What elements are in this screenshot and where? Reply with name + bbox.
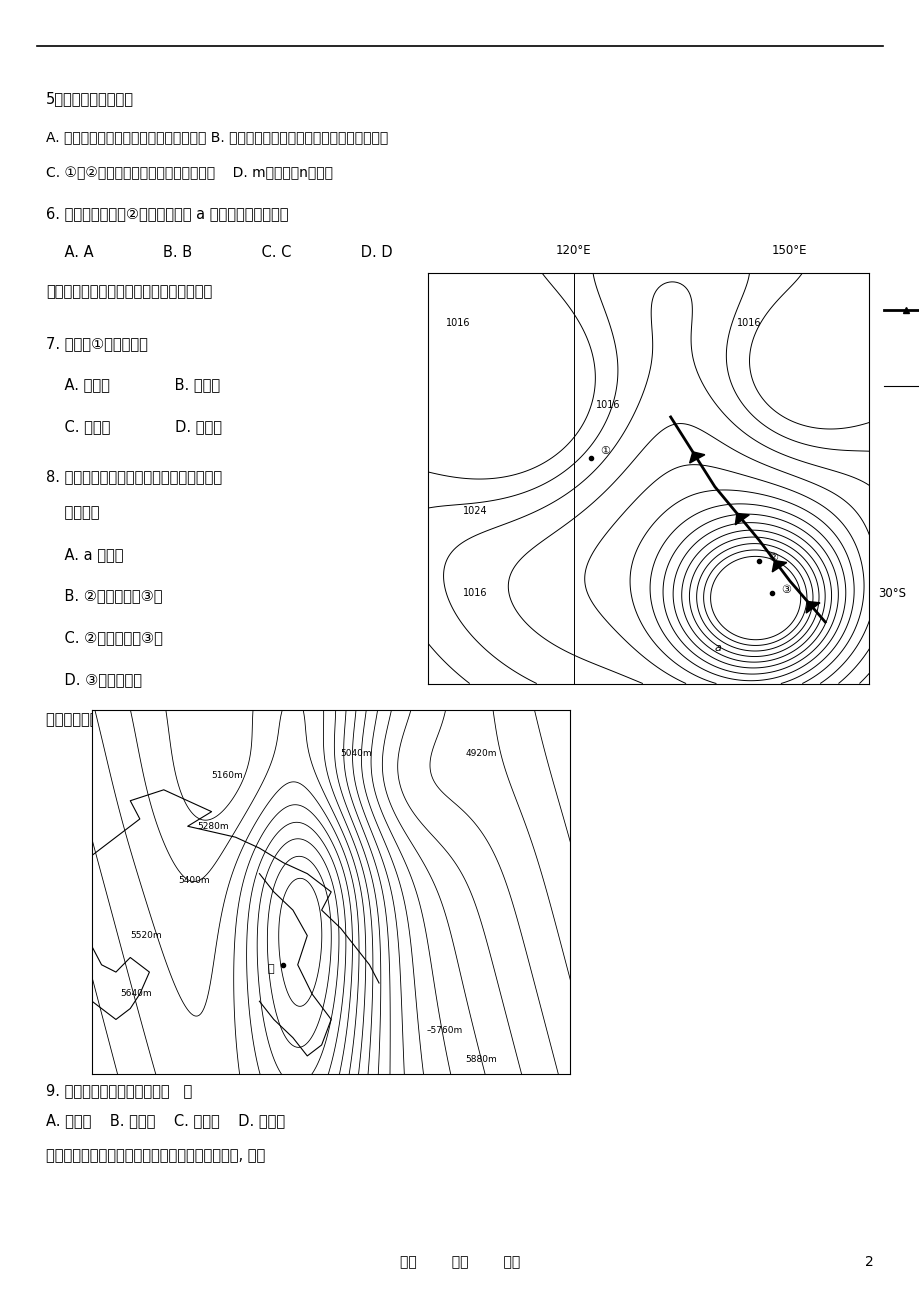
Text: 5．下列说法正确的是: 5．下列说法正确的是	[46, 91, 134, 107]
Text: 正确的是: 正确的是	[46, 505, 99, 521]
Text: 5280m: 5280m	[197, 822, 229, 831]
Text: A. A               B. B               C. C               D. D: A. A B. B C. C D. D	[46, 245, 392, 260]
Text: 5400m: 5400m	[178, 876, 210, 885]
Text: a: a	[714, 643, 720, 652]
Text: C. ②地气温低于③地: C. ②地气温低于③地	[46, 630, 163, 646]
Text: 120°E: 120°E	[555, 243, 591, 256]
Text: 5160m: 5160m	[211, 771, 244, 780]
Text: C. ①和②锋面分别向东南和西北方向移动    D. m地晴朗，n地多雨: C. ①和②锋面分别向东南和西北方向移动 D. m地晴朗，n地多雨	[46, 167, 333, 181]
Text: 5040m: 5040m	[340, 749, 372, 758]
Polygon shape	[734, 513, 748, 525]
Text: 5880m: 5880m	[465, 1055, 496, 1064]
Text: 4920m: 4920m	[465, 749, 496, 758]
Text: 图甲和图乙表示某地区不同季节的风向变化。读图, 回答: 图甲和图乙表示某地区不同季节的风向变化。读图, 回答	[46, 1148, 265, 1164]
Text: 1024: 1024	[462, 506, 487, 517]
Text: 6. 右图中正确反映②锋面过境期间 a 地温度变化过程的是: 6. 右图中正确反映②锋面过境期间 a 地温度变化过程的是	[46, 206, 289, 221]
Text: 5640m: 5640m	[120, 990, 153, 999]
Text: C. 东北风              D. 西北风: C. 东北风 D. 西北风	[46, 419, 221, 435]
Polygon shape	[689, 452, 704, 464]
Text: 1016: 1016	[595, 400, 619, 410]
Text: 5520m: 5520m	[130, 931, 162, 940]
Text: 如图是某地区 2011 年 1 月 8 日某时 500 hPa 等压面分布图。读图, 回答第 9 题：: 如图是某地区 2011 年 1 月 8 日某时 500 hPa 等压面分布图。读…	[46, 711, 444, 727]
Text: A. a 为冷锋: A. a 为冷锋	[46, 547, 123, 562]
Text: –5760m: –5760m	[426, 1026, 462, 1035]
Text: 30°S: 30°S	[878, 587, 905, 600]
Text: 图为某地区海平面等压线分布图，读图回答: 图为某地区海平面等压线分布图，读图回答	[46, 284, 212, 299]
Text: 1016: 1016	[736, 318, 761, 328]
Text: 2: 2	[864, 1255, 873, 1269]
Text: 7. 此时，①地的风向是: 7. 此时，①地的风向是	[46, 336, 148, 352]
Polygon shape	[805, 602, 819, 613]
Text: ②: ②	[767, 552, 777, 562]
Text: 用心        爱心        专心: 用心 爱心 专心	[400, 1255, 519, 1269]
Text: 1016: 1016	[445, 318, 470, 328]
Text: 1016: 1016	[462, 589, 487, 599]
Text: A. 东南风              B. 西南风: A. 东南风 B. 西南风	[46, 378, 220, 393]
Text: A. 东北风    B. 东南风    C. 西南风    D. 西北风: A. 东北风 B. 东南风 C. 西南风 D. 西北风	[46, 1113, 285, 1129]
Text: ①: ①	[599, 445, 609, 456]
Text: 8. 有关图中区域的天气及天气系统的叙述，: 8. 有关图中区域的天气及天气系统的叙述，	[46, 469, 221, 484]
Text: 150°E: 150°E	[771, 243, 807, 256]
Text: D. ③地为阴雨天: D. ③地为阴雨天	[46, 672, 142, 687]
Text: 9. 等压面上甲点的风向应是（   ）: 9. 等压面上甲点的风向应是（ ）	[46, 1083, 192, 1099]
Polygon shape	[771, 560, 786, 572]
Text: B. ②地气压低于③地: B. ②地气压低于③地	[46, 589, 163, 604]
Text: 甲: 甲	[267, 963, 274, 974]
Text: A. 甲天气系统东侧盛行偏南风，形成暖锋 B. 乙天气系统中心气流旋转下沉，东侧为暖锋: A. 甲天气系统东侧盛行偏南风，形成暖锋 B. 乙天气系统中心气流旋转下沉，东侧…	[46, 130, 388, 145]
Text: ③: ③	[780, 586, 790, 595]
